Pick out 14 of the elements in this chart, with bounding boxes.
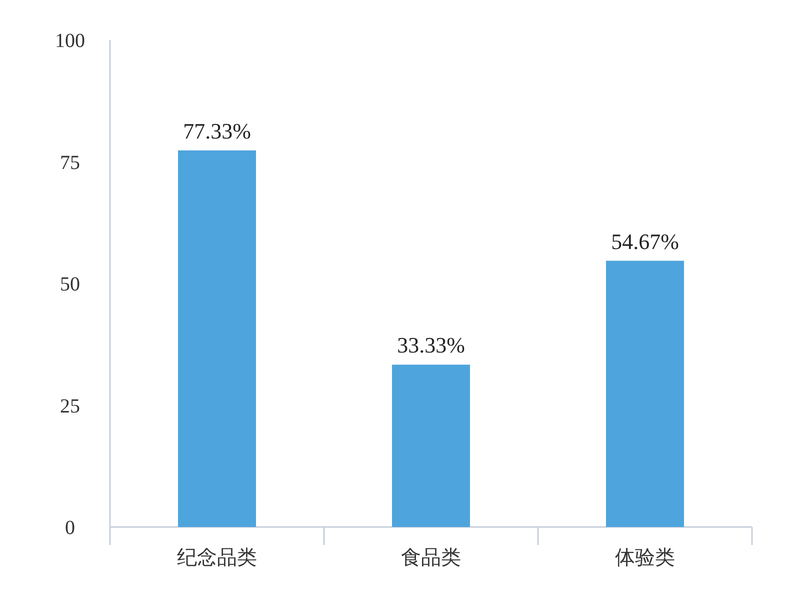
y-tick-label: 0 xyxy=(65,517,75,539)
data-label: 77.33% xyxy=(183,118,251,144)
x-tick-label: 纪念品类 xyxy=(177,545,257,569)
x-tick-label: 体验类 xyxy=(615,545,675,569)
bar xyxy=(392,364,470,527)
data-label: 54.67% xyxy=(611,228,679,254)
y-tick-label: 50 xyxy=(60,274,80,296)
x-tick-label: 食品类 xyxy=(401,545,461,569)
y-tick-label: 100 xyxy=(55,30,85,52)
bar xyxy=(606,260,684,527)
data-label: 33.33% xyxy=(397,332,465,358)
y-tick-label: 25 xyxy=(60,395,80,418)
bar xyxy=(178,150,256,527)
y-tick-label: 75 xyxy=(60,152,80,174)
